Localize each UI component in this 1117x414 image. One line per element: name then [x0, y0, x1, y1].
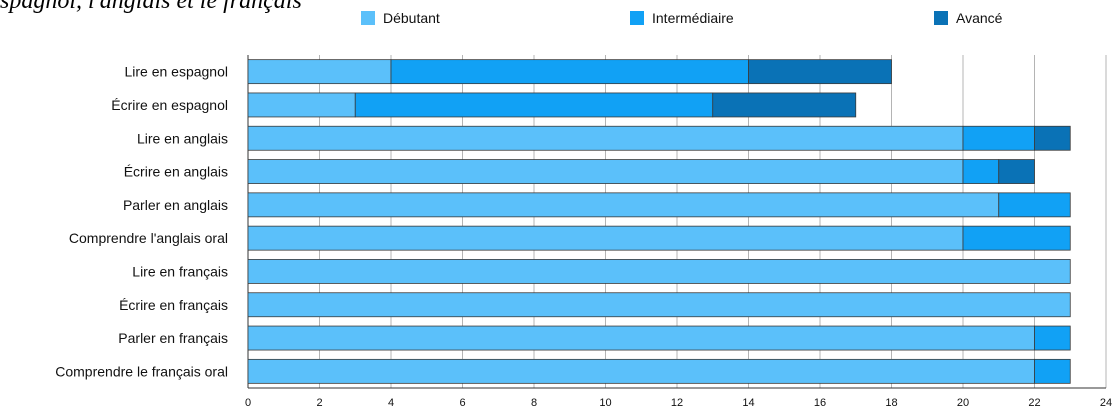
bar-segment — [247, 192, 1000, 218]
x-tick-label: 12 — [671, 397, 683, 409]
bar-segment — [247, 159, 964, 184]
legend-label: Débutant — [383, 10, 440, 26]
chart-title-fragment: spagnol, l'anglais et le français — [0, 0, 302, 14]
x-tick-label: 0 — [245, 397, 251, 409]
x-tick-label: 2 — [316, 397, 322, 409]
bar-segment — [962, 225, 1071, 251]
bar-segment — [390, 59, 749, 85]
bar-segment — [748, 59, 892, 85]
legend-swatch — [361, 11, 375, 25]
bar-segment — [247, 225, 964, 251]
bar-segment — [247, 358, 1035, 384]
legend-label: Intermédiaire — [652, 10, 734, 26]
bar-segment — [962, 125, 1035, 151]
category-label: Parler en anglais — [123, 197, 228, 213]
bar-segment — [247, 292, 1071, 318]
category-label: Comprendre le français oral — [55, 363, 228, 379]
category-label: Lire en anglais — [137, 130, 228, 146]
x-tick-label: 6 — [459, 397, 465, 409]
bar-segment — [998, 192, 1071, 218]
category-label: Parler en français — [118, 330, 228, 346]
x-tick-label: 24 — [1100, 397, 1112, 409]
x-tick-label: 8 — [531, 397, 537, 409]
category-label: Comprendre l'anglais oral — [69, 230, 228, 246]
category-label: Écrire en anglais — [124, 164, 228, 180]
category-label: Écrire en français — [119, 297, 228, 313]
x-tick-label: 10 — [599, 397, 611, 409]
x-tick-label: 20 — [957, 397, 969, 409]
x-tick-label: 22 — [1028, 397, 1040, 409]
bar-segment — [962, 159, 1000, 184]
x-tick-labels: 0 2 4 6 8 10 12 14 16 18 20 22 24 — [245, 397, 1112, 409]
bar-segment — [247, 125, 964, 151]
bar-segment — [247, 259, 1071, 284]
x-tick-label: 18 — [885, 397, 897, 409]
bar-segment — [247, 92, 356, 118]
legend-swatch — [630, 11, 644, 25]
bar-segment — [354, 92, 714, 118]
bars — [247, 59, 1071, 384]
bar-segment — [998, 159, 1035, 184]
bar-segment — [247, 59, 392, 85]
bar-segment — [1034, 125, 1071, 151]
x-tick-label: 16 — [814, 397, 826, 409]
bar-segment — [712, 92, 857, 118]
legend: Débutant Intermédiaire Avancé — [361, 10, 1003, 26]
x-tick-label: 14 — [742, 397, 754, 409]
x-tick-label: 4 — [388, 397, 394, 409]
bar-segment — [1034, 358, 1071, 384]
bar-segment — [247, 325, 1035, 351]
category-label: Lire en espagnol — [124, 64, 228, 80]
legend-label: Avancé — [956, 10, 1003, 26]
legend-swatch — [934, 11, 948, 25]
category-label: Écrire en espagnol — [111, 97, 228, 113]
category-labels: Lire en espagnol Écrire en espagnol Lire e… — [55, 64, 228, 380]
bar-segment — [1034, 325, 1071, 351]
category-label: Lire en français — [132, 263, 228, 279]
